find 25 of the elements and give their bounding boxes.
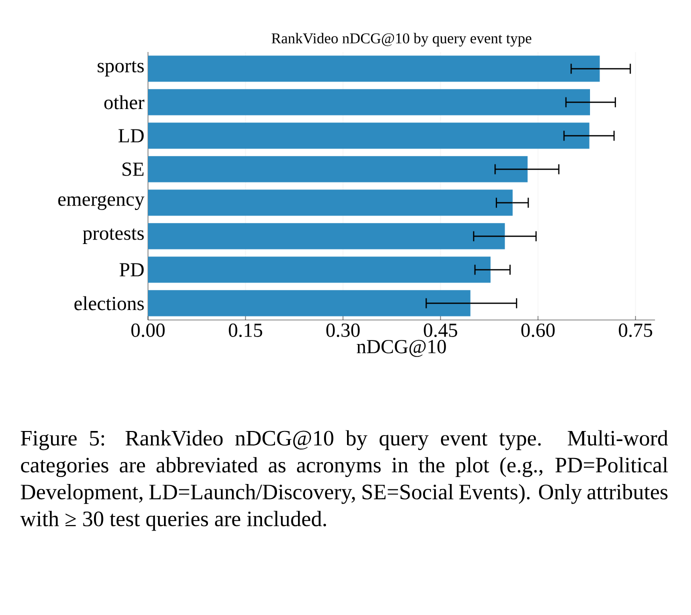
y-tick-label: LD: [118, 129, 144, 142]
x-tick-label: 0.60: [521, 324, 555, 338]
x-tick-label: 0.45: [424, 324, 458, 338]
chart-title: RankVideo nDCG@10 by query event type: [272, 32, 532, 46]
bar: [148, 190, 513, 216]
y-tick-label: protests: [82, 228, 144, 244]
x-tick-label: 0.15: [228, 324, 262, 338]
bar: [148, 89, 590, 116]
bar: [148, 122, 590, 149]
bar: [148, 156, 528, 182]
y-tick-label: SE: [122, 162, 144, 176]
x-tick-label: 0.75: [618, 324, 652, 338]
y-tick-label: elections: [74, 296, 144, 310]
y-tick-label: PD: [120, 263, 144, 276]
bar: [148, 256, 491, 283]
bar: [148, 56, 600, 82]
y-tick-label: other: [104, 95, 144, 110]
caption: Figure 5: RankVideo nDCG@10 by query event type. Multi-word categories are abbreviated as acronyms in the plot (e.g., PD=Political Development, LD=Launch/Discovery, SE=Social Events). Only attributes with ≥ 30 test queries are included.: [20, 430, 668, 531]
x-tick-label: 0.00: [131, 324, 165, 338]
x-axis-title: nDCG@10: [356, 340, 446, 357]
y-tick-label: sports: [98, 61, 144, 76]
y-tick-label: emergency: [58, 195, 144, 210]
bar: [148, 290, 470, 316]
x-tick-label: 0.30: [326, 324, 360, 338]
bar: [148, 223, 505, 250]
